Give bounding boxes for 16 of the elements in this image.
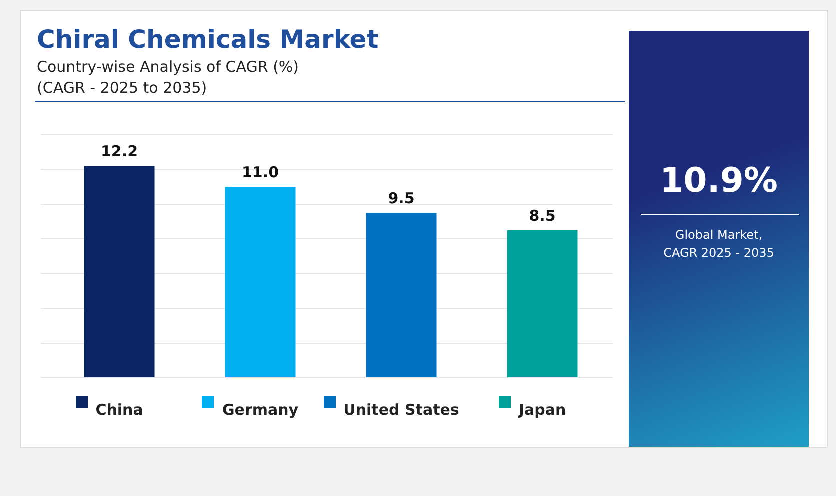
x-tick-label: Germany	[222, 400, 299, 419]
data-label: 8.5	[529, 206, 556, 225]
bar	[225, 187, 296, 378]
x-tick-label: Japan	[518, 400, 566, 419]
data-label: 9.5	[388, 190, 415, 208]
x-tick-label: China	[96, 400, 144, 419]
bar	[84, 166, 155, 378]
bar	[507, 230, 578, 378]
bar	[366, 213, 437, 378]
x-tick-label: United States	[344, 400, 460, 419]
chart-title: Chiral Chemicals Market	[37, 25, 379, 54]
data-label: 11.0	[242, 163, 280, 182]
text: Global Market, CAGR 2025 - 2035	[662, 227, 776, 262]
text: 10.9%	[659, 161, 779, 201]
chart-subtitle: Country-wise Analysis of CAGR (%) (CAGR - 2025 to 2035)	[37, 57, 300, 99]
data-label: 12.2	[100, 142, 138, 161]
